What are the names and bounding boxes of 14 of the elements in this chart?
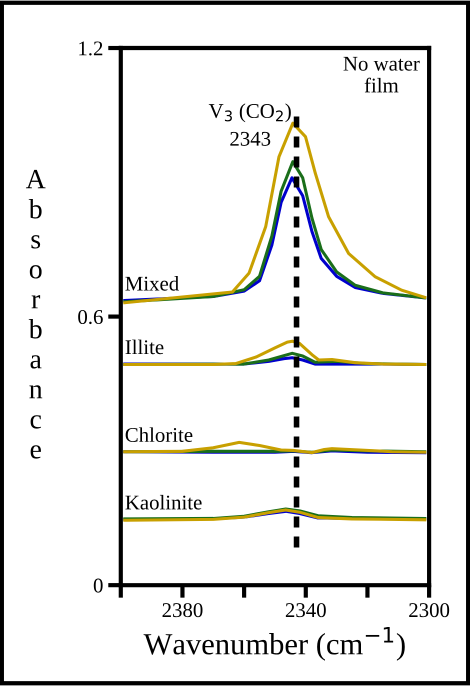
y-tick-label: 1.2 <box>79 41 102 56</box>
x-tick-label: 2340 <box>286 603 326 618</box>
x-axis-title: Wavenumber (cm$^{−1}$) <box>144 626 405 661</box>
ref-line-label: V$_{3}$ (CO$_{2}$) 2343 <box>208 103 291 146</box>
annotation: No water film <box>344 56 420 92</box>
annotation: Mixed <box>125 276 179 291</box>
x-tick-label: 2300 <box>409 603 450 618</box>
annotation: Kaolinite <box>125 494 202 510</box>
x-tick-label: 2380 <box>162 603 202 618</box>
annotation: Chlorite <box>126 427 192 442</box>
annotation: Illite <box>126 340 164 354</box>
y-tick-label: 0 <box>94 578 103 593</box>
text: Absorbance <box>26 170 46 459</box>
y-tick-label: 0.6 <box>78 310 103 324</box>
